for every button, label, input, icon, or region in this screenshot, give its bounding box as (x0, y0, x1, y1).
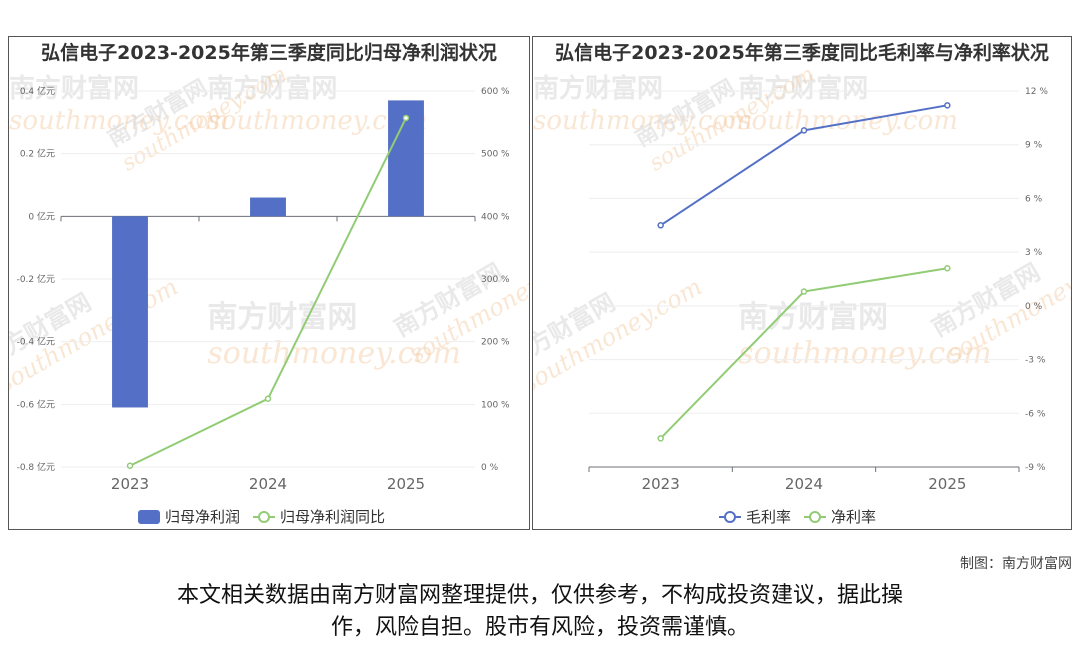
chart-right: 南方财富网southmoney.com南方财富网southmoney.com南方… (533, 62, 1071, 526)
x-tick-label: 2025 (928, 475, 966, 493)
bar (112, 216, 148, 408)
y-left-tick-label: -0.6 亿元 (17, 398, 55, 410)
chart-panel-right: 弘信电子2023-2025年第三季度同比毛利率与净利率状况 南方财富网 south… (532, 36, 1072, 530)
x-tick-label: 2025 (387, 475, 425, 493)
y-left-tick-label: -0.8 亿元 (17, 461, 55, 473)
chart-credit: 制图：南方财富网 (960, 556, 1072, 572)
point (944, 102, 951, 109)
y-right-tick-label: 9 % (1025, 141, 1043, 151)
legend-label: 毛利率 (746, 508, 791, 526)
y-left-tick-label: -0.4 亿元 (17, 336, 55, 348)
y-right-tick-label: -3 % (1025, 356, 1046, 366)
disclaimer: 本文相关数据由南方财富网整理提供，仅供参考，不构成投资建议，据此操 作，风险自担… (60, 580, 1020, 644)
legend-label: 净利率 (831, 508, 876, 526)
bar (250, 197, 286, 217)
watermark-en: southmoney.com (533, 106, 753, 136)
x-tick-label: 2023 (111, 475, 149, 493)
legend-label: 归母净利润 (165, 508, 240, 526)
y-right-tick-label: 300 % (481, 275, 510, 285)
watermark-en: southmoney.com (9, 106, 229, 136)
y-left-tick-label: -0.2 亿元 (17, 273, 55, 285)
chart-left: 南方财富网southmoney.com南方财富网southmoney.com南方… (9, 62, 529, 526)
watermark-en: southmoney.com (738, 106, 958, 136)
chart-title-right: 弘信电子2023-2025年第三季度同比毛利率与净利率状况 (555, 42, 1049, 64)
point (800, 288, 808, 295)
y-right-tick-label: 6 % (1025, 194, 1043, 204)
watermark-en: southmoney.com (738, 336, 992, 371)
y-right-tick-label: 400 % (481, 212, 510, 222)
point (944, 265, 951, 272)
point (264, 395, 272, 402)
point (800, 127, 808, 134)
y-right-tick-label: 500 % (481, 150, 510, 160)
watermark-cn: 南方财富网 (9, 73, 139, 104)
legend-label: 归母净利润同比 (280, 508, 385, 526)
y-right-tick-label: 0 % (481, 463, 499, 473)
point (126, 462, 134, 469)
y-right-tick-label: 200 % (481, 338, 510, 348)
y-right-tick-label: -6 % (1025, 409, 1046, 419)
chart-panel-left: 弘信电子2023-2025年第三季度同比归母净利润状况 南方财富网 southmo… (8, 36, 530, 530)
disclaimer-line-2: 作，风险自担。股市有风险，投资需谨慎。 (330, 615, 749, 640)
legend-swatch-marker (258, 511, 270, 523)
x-tick-label: 2023 (642, 475, 680, 493)
y-right-tick-label: -9 % (1025, 463, 1046, 473)
watermark-cn: 南方财富网 (738, 300, 888, 335)
legend-swatch-marker (809, 511, 821, 523)
watermark-cn: 南方财富网 (207, 300, 357, 335)
watermark-cn: 南方财富网 (207, 73, 337, 104)
point (402, 114, 410, 122)
x-tick-label: 2024 (785, 475, 823, 493)
y-right-tick-label: 12 % (1025, 87, 1048, 97)
y-left-tick-label: 0.4 亿元 (20, 85, 55, 97)
y-left-tick-label: 0 亿元 (28, 210, 55, 222)
watermark-cn: 南方财富网 (533, 73, 663, 104)
legend-swatch-marker (724, 511, 736, 523)
x-tick-label: 2024 (249, 475, 287, 493)
y-right-tick-label: 100 % (481, 400, 510, 410)
disclaimer-line-1: 本文相关数据由南方财富网整理提供，仅供参考，不构成投资建议，据此操 (176, 583, 903, 608)
y-left-tick-label: 0.2 亿元 (20, 148, 55, 160)
point (657, 222, 664, 229)
chart-title-left: 弘信电子2023-2025年第三季度同比归母净利润状况 (41, 42, 497, 64)
point (657, 435, 664, 442)
watermark-cn: 南方财富网 (738, 73, 868, 104)
y-right-tick-label: 3 % (1025, 248, 1043, 258)
y-right-tick-label: 0 % (1025, 302, 1043, 312)
y-right-tick-label: 600 % (481, 87, 510, 97)
legend-swatch-bar (138, 510, 160, 524)
